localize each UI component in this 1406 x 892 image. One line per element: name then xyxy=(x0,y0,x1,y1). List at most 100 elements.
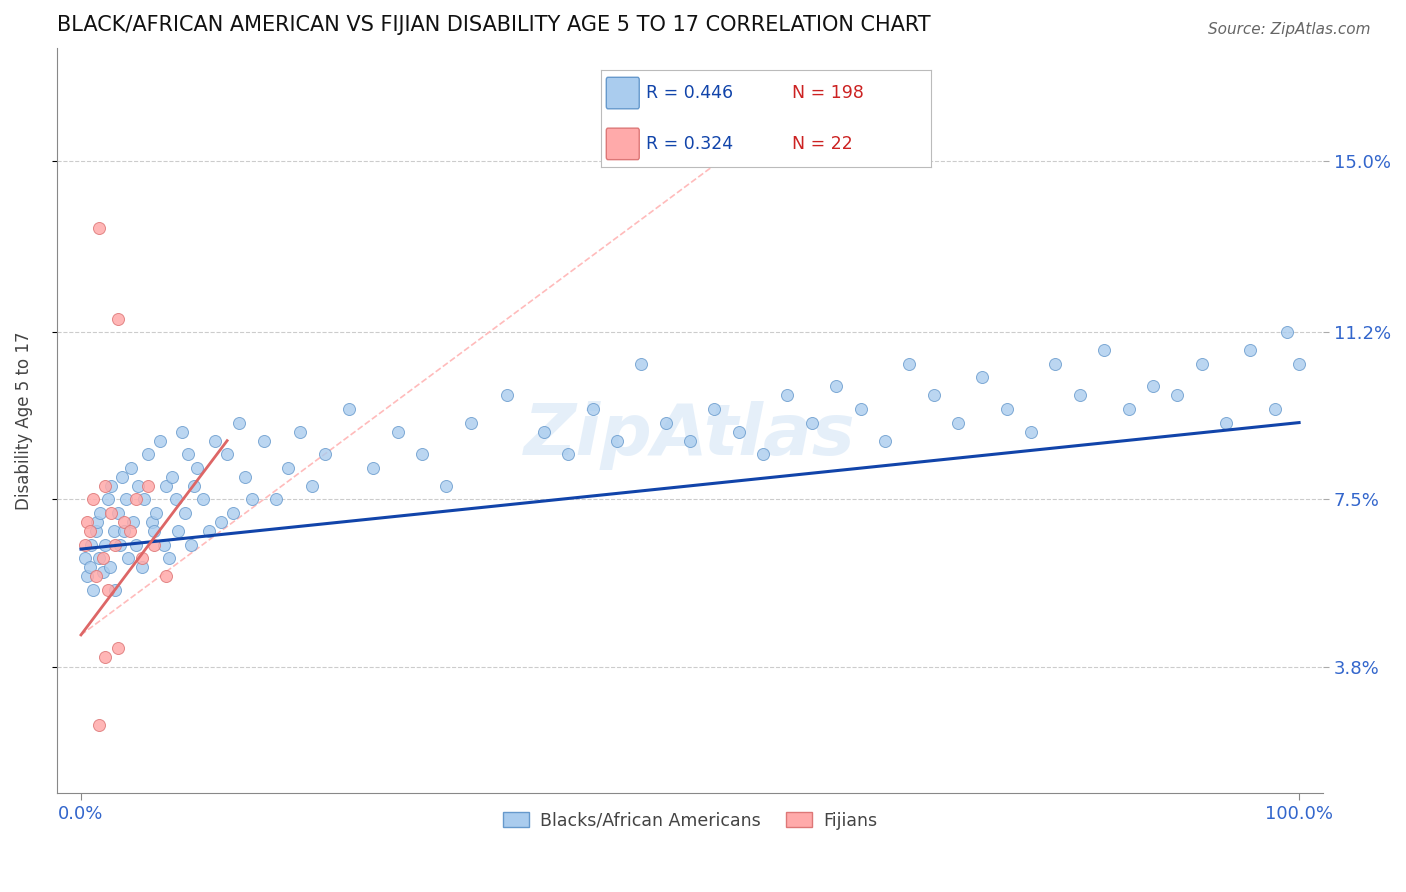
Point xyxy=(104,582,127,597)
Point xyxy=(1191,357,1213,371)
Point xyxy=(825,379,848,393)
Point xyxy=(557,447,579,461)
Point xyxy=(1118,402,1140,417)
Point xyxy=(654,416,676,430)
Point xyxy=(149,434,172,448)
Point xyxy=(80,537,103,551)
Point xyxy=(120,460,142,475)
Point xyxy=(84,524,107,538)
Point xyxy=(581,402,603,417)
Point xyxy=(153,537,176,551)
Point xyxy=(1142,379,1164,393)
Point xyxy=(411,447,433,461)
Point xyxy=(177,447,200,461)
Point xyxy=(337,402,360,417)
Point xyxy=(97,582,120,597)
Point xyxy=(107,506,129,520)
Point xyxy=(167,524,190,538)
Point xyxy=(209,515,232,529)
Point xyxy=(97,492,120,507)
Point xyxy=(89,221,111,235)
Point xyxy=(145,506,167,520)
Point xyxy=(136,447,159,461)
Point xyxy=(94,537,117,551)
Point xyxy=(240,492,263,507)
Point xyxy=(1215,416,1237,430)
Point xyxy=(103,524,125,538)
Point xyxy=(98,560,121,574)
Point xyxy=(387,425,409,439)
Point xyxy=(180,537,202,551)
Point xyxy=(264,492,287,507)
Point xyxy=(91,551,114,566)
Point xyxy=(290,425,312,439)
Point xyxy=(94,479,117,493)
Point xyxy=(89,551,111,566)
Point xyxy=(363,460,385,475)
Point xyxy=(100,479,122,493)
Point xyxy=(1264,402,1286,417)
Point xyxy=(118,524,141,538)
Point xyxy=(89,506,111,520)
Point xyxy=(800,416,823,430)
Point xyxy=(183,479,205,493)
Point xyxy=(79,560,101,574)
Point xyxy=(112,524,135,538)
Point xyxy=(127,479,149,493)
Point xyxy=(1239,343,1261,358)
Point xyxy=(1019,425,1042,439)
Point xyxy=(1275,325,1298,339)
Point xyxy=(873,434,896,448)
Point xyxy=(89,718,111,732)
Text: BLACK/AFRICAN AMERICAN VS FIJIAN DISABILITY AGE 5 TO 17 CORRELATION CHART: BLACK/AFRICAN AMERICAN VS FIJIAN DISABIL… xyxy=(56,15,931,35)
Point xyxy=(86,515,108,529)
Point xyxy=(76,515,98,529)
Point xyxy=(155,569,177,583)
Point xyxy=(172,425,194,439)
Point xyxy=(533,425,555,439)
Point xyxy=(235,470,257,484)
Point xyxy=(946,416,969,430)
Point xyxy=(84,569,107,583)
Text: ZipAtlas: ZipAtlas xyxy=(524,401,856,470)
Point xyxy=(82,492,104,507)
Point xyxy=(228,416,250,430)
Point xyxy=(703,402,725,417)
Point xyxy=(136,479,159,493)
Point xyxy=(898,357,921,371)
Point xyxy=(122,515,145,529)
Point xyxy=(253,434,276,448)
Point xyxy=(277,460,299,475)
Point xyxy=(125,492,148,507)
Point xyxy=(204,434,226,448)
Point xyxy=(141,515,163,529)
Point xyxy=(1092,343,1115,358)
Point xyxy=(162,470,184,484)
Point xyxy=(198,524,221,538)
Point xyxy=(217,447,239,461)
Point xyxy=(82,582,104,597)
Point xyxy=(1069,388,1091,402)
Point xyxy=(131,560,153,574)
Point xyxy=(107,641,129,656)
Point xyxy=(143,524,166,538)
Point xyxy=(630,357,652,371)
Point xyxy=(752,447,775,461)
Point xyxy=(679,434,702,448)
Point xyxy=(143,537,166,551)
Point xyxy=(73,537,96,551)
Point xyxy=(115,492,138,507)
Point xyxy=(849,402,872,417)
Point xyxy=(1045,357,1067,371)
Point xyxy=(100,506,122,520)
Point xyxy=(460,416,482,430)
Point xyxy=(157,551,180,566)
Point xyxy=(107,311,129,326)
Point xyxy=(776,388,799,402)
Point xyxy=(131,551,153,566)
Text: Source: ZipAtlas.com: Source: ZipAtlas.com xyxy=(1208,22,1371,37)
Point xyxy=(301,479,323,493)
Point xyxy=(995,402,1018,417)
Y-axis label: Disability Age 5 to 17: Disability Age 5 to 17 xyxy=(15,331,32,509)
Point xyxy=(173,506,195,520)
